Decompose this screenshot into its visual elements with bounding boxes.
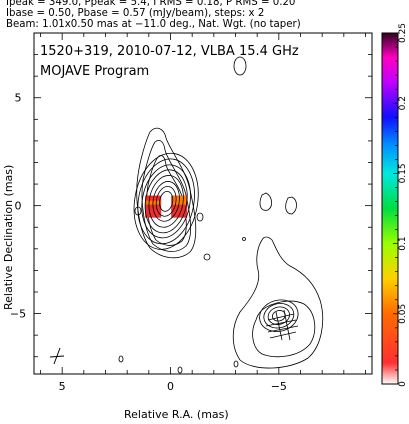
core-contour-4 xyxy=(144,169,188,234)
noise-contour xyxy=(285,196,297,215)
beam-cross xyxy=(49,347,65,365)
x-axis-label: Relative R.A. (mas) xyxy=(124,408,229,421)
polarization-layer xyxy=(145,195,188,218)
noise-contour xyxy=(371,173,372,179)
x-tick-label: 5 xyxy=(59,380,66,393)
colorbar xyxy=(381,32,399,385)
noise-contour xyxy=(233,360,239,368)
header-line-2: Ibase = 0.50, Pbase = 0.57 (mJy/beam), s… xyxy=(6,8,265,19)
plot-frame xyxy=(33,32,373,375)
header-line-3: Beam: 1.01x0.50 mas at −11.0 deg., Nat. … xyxy=(6,19,301,30)
axes: 5 0 −5 5 0 −5 xyxy=(10,32,372,393)
core-contour-2 xyxy=(152,181,180,222)
plot-area xyxy=(49,17,372,374)
colorbar-tick-label: 0.25 xyxy=(398,23,408,43)
header-line-1: Ipeak = 349.0, Ppeak = 5.4, I RMS = 0.18… xyxy=(6,0,296,8)
noise-contour xyxy=(203,253,211,261)
noise-contour xyxy=(242,237,246,241)
core-contour-outer-1 xyxy=(136,127,197,259)
jet-contour-2 xyxy=(263,303,295,329)
evpa-vectors xyxy=(265,309,299,341)
colorbar-ticks: 0 0.05 0.1 0.15 0.2 0.25 xyxy=(393,23,408,387)
y-tick-label: −5 xyxy=(10,308,26,321)
core-contour-1 xyxy=(155,186,177,217)
core-contour-6 xyxy=(137,158,195,245)
contour-layer xyxy=(133,152,299,332)
colorbar-tick-label: 0.05 xyxy=(398,304,408,324)
core-contour-outer-2 xyxy=(141,140,191,252)
jet-contour-outer-1 xyxy=(232,236,324,369)
colorbar-tick-label: 0.15 xyxy=(398,163,408,183)
x-tick-label: −5 xyxy=(271,380,287,393)
jet-contour-3 xyxy=(259,299,299,332)
chart-subtitle: MOJAVE Program xyxy=(40,64,149,79)
colorbar-tick-label: 0.1 xyxy=(398,236,408,250)
noise-contour xyxy=(233,56,247,76)
noise-contour xyxy=(118,355,124,363)
y-axis-label: Relative Declination (mas) xyxy=(2,165,15,310)
noise-contour xyxy=(177,366,183,374)
jet-contour-1 xyxy=(267,306,290,325)
colorbar-tick-label: 0 xyxy=(398,381,408,387)
y-tick-label: 0 xyxy=(15,200,22,213)
noise-contour xyxy=(196,212,204,222)
core-contour-3 xyxy=(148,175,184,228)
chart-title: 1520+319, 2010-07-12, VLBA 15.4 GHz xyxy=(40,44,299,59)
core-contour-5 xyxy=(141,164,191,239)
core-contour-7 xyxy=(133,152,199,250)
y-tick-label: 5 xyxy=(15,92,22,105)
x-tick-label: 0 xyxy=(167,380,174,393)
noise-contour xyxy=(116,17,120,23)
colorbar-tick-label: 0.2 xyxy=(398,96,408,110)
core-contour-0 xyxy=(159,190,174,212)
noise-contour xyxy=(259,192,272,211)
